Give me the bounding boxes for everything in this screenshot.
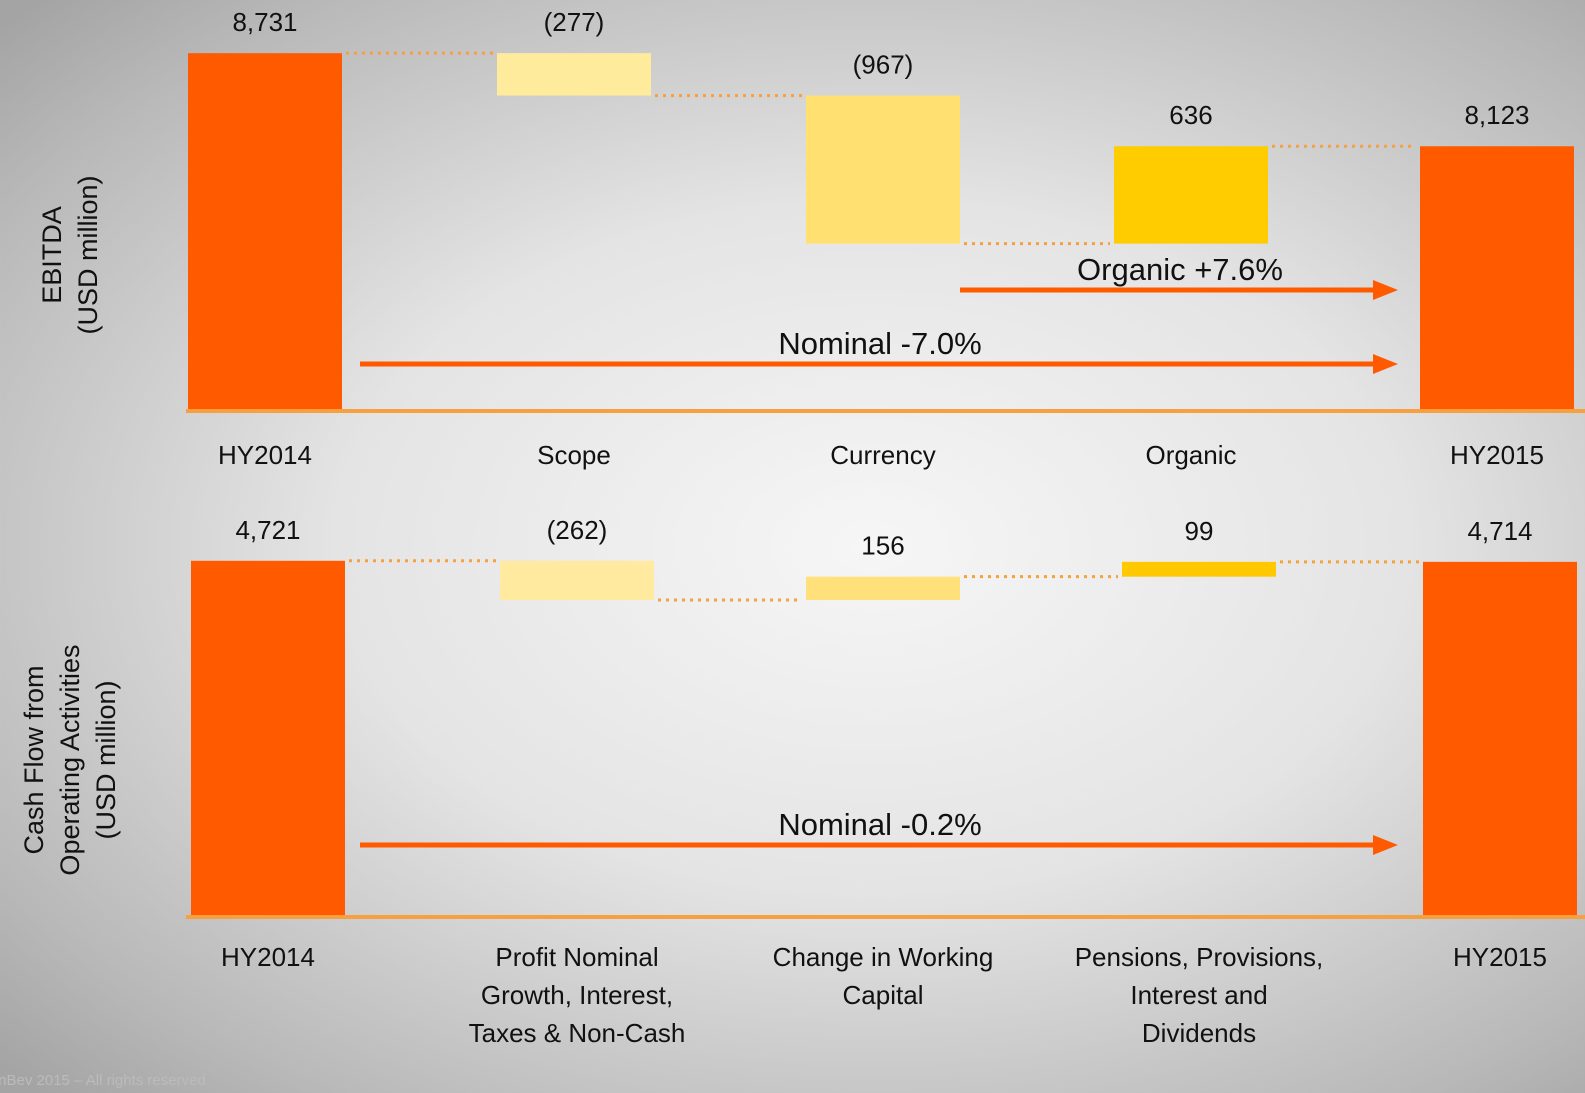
y-axis-label-line: (USD million) [73, 175, 103, 335]
x-tick-label: Profit Nominal Growth, Interest, Taxes &… [468, 942, 686, 1048]
bar [500, 560, 654, 601]
y-axis-label-line: Operating Activities [55, 644, 85, 876]
x-tick-label: HY2014 [221, 942, 315, 972]
bar [191, 560, 345, 916]
value-label: 156 [861, 531, 904, 561]
x-tick-label: Change in Working Capital [772, 942, 994, 1010]
bar [188, 53, 342, 410]
x-tick-label: Currency [830, 440, 936, 470]
value-label: 8,731 [232, 7, 297, 37]
value-label: 4,714 [1467, 516, 1532, 546]
bar [1420, 146, 1574, 410]
value-label: (967) [853, 50, 914, 80]
x-tick-label: Organic [1145, 440, 1237, 470]
value-label: (277) [544, 7, 605, 37]
value-label: 636 [1169, 100, 1212, 130]
value-label: (262) [547, 515, 608, 545]
y-axis-label: Cash Flow from Operating Activities (USD m… [16, 520, 124, 1000]
y-axis-label-line: EBITDA [37, 206, 67, 304]
footer: InBev 2015 – All rights reserved [0, 1072, 206, 1089]
x-tick-label: Pensions, Provisions, Interest and Divid… [1074, 942, 1324, 1048]
bar [806, 576, 960, 601]
value-label: 99 [1185, 516, 1214, 546]
value-label: 8,123 [1464, 100, 1529, 130]
y-axis-label-line: (USD million) [91, 680, 121, 840]
bar [1114, 146, 1268, 244]
y-axis-label-line: Cash Flow from [19, 665, 49, 855]
annotation: Nominal -7.0% [778, 326, 981, 361]
bar [1122, 561, 1276, 577]
x-tick-label: HY2015 [1453, 942, 1547, 972]
bar [1423, 561, 1577, 916]
x-tick-label: Scope [537, 440, 611, 470]
x-tick-label: HY2015 [1450, 440, 1544, 470]
value-label: 4,721 [235, 515, 300, 545]
bar [497, 53, 651, 96]
annotation: Nominal -0.2% [778, 807, 981, 842]
y-axis-label: EBITDA (USD million) [34, 15, 106, 495]
annotation: Organic +7.6% [1077, 252, 1283, 287]
bar [806, 95, 960, 244]
x-tick-label: HY2014 [218, 440, 312, 470]
